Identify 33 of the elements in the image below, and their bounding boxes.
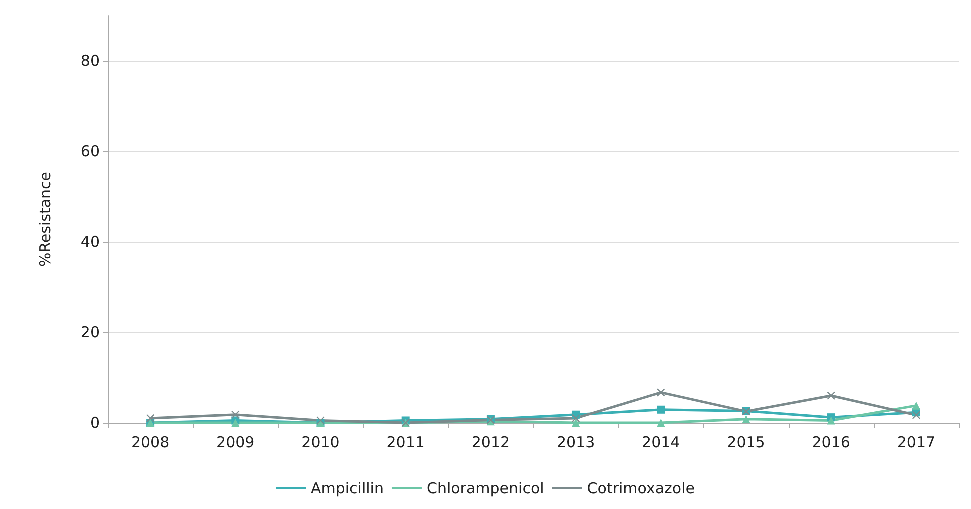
point <box>657 419 666 427</box>
point <box>316 416 325 425</box>
point <box>827 416 836 425</box>
y-tick-label: 60 <box>80 142 100 161</box>
x-tick-label: 2013 <box>556 434 596 452</box>
legend-label: Ampicillin <box>310 480 384 498</box>
point <box>146 414 155 422</box>
legend-label: Chlorampenicol <box>426 480 544 498</box>
point <box>912 402 920 410</box>
legend-label: Cotrimoxazole <box>587 480 696 498</box>
x-tick-label: 2017 <box>897 434 936 452</box>
x-tick-label: 2014 <box>642 434 680 452</box>
y-tick-label: 40 <box>80 233 100 252</box>
x-tick-label: 2010 <box>302 434 340 452</box>
y-axis-title: %Resistance <box>36 172 54 268</box>
point <box>572 419 580 427</box>
point <box>657 388 666 397</box>
point <box>742 415 750 424</box>
y-tick-label: 0 <box>90 414 100 432</box>
point <box>827 392 836 400</box>
y-tick-label: 20 <box>80 324 100 342</box>
x-tick-label: 2011 <box>386 434 425 452</box>
point <box>232 410 240 419</box>
point <box>657 406 666 414</box>
x-tick-label: 2009 <box>216 434 255 452</box>
y-tick-label: 80 <box>80 52 100 70</box>
point <box>232 419 240 427</box>
x-tick-label: 2012 <box>472 434 510 452</box>
point <box>572 414 580 422</box>
x-tick-label: 2016 <box>812 434 850 452</box>
x-tick-label: 2015 <box>727 434 766 452</box>
x-tick-label: 2008 <box>131 434 170 452</box>
point <box>912 411 920 420</box>
